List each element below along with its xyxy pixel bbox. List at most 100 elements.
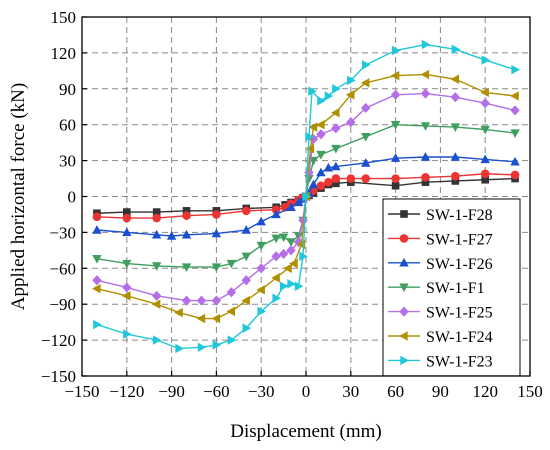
data-point (451, 177, 460, 185)
data-point (451, 171, 460, 181)
data-point (241, 275, 251, 286)
legend: SW-1-F28 SW-1-F27 SW-1-F26 SW-1-F1 SW-1-F25 S… (382, 198, 521, 377)
data-point (480, 98, 490, 109)
data-point (480, 169, 490, 179)
data-point (122, 227, 132, 237)
data-point (92, 212, 102, 222)
data-point (331, 144, 341, 154)
data-point (450, 74, 460, 84)
data-point (510, 156, 520, 166)
legend-marker (399, 283, 409, 293)
data-point (451, 44, 461, 55)
data-point (211, 228, 222, 238)
data-point (420, 88, 431, 99)
data-point (122, 213, 132, 223)
data-point (331, 123, 341, 134)
data-point (226, 306, 236, 317)
legend-label: SW-1-F24 (426, 329, 493, 346)
data-point (211, 295, 222, 306)
data-point (481, 175, 489, 184)
x-tick-label: 90 (432, 382, 449, 401)
data-point (299, 251, 308, 262)
data-point (256, 216, 266, 226)
data-point (323, 162, 334, 172)
data-point (272, 293, 282, 303)
data-point (279, 281, 289, 291)
data-point (226, 287, 237, 298)
data-point (481, 55, 491, 65)
legend-marker (399, 234, 409, 243)
data-point (390, 121, 401, 130)
data-point (510, 105, 520, 116)
data-point (480, 125, 490, 135)
data-point (362, 60, 371, 70)
data-point (346, 174, 356, 183)
x-tick-label: −90 (158, 382, 185, 401)
y-tick-label: 0 (68, 188, 77, 207)
data-point (324, 91, 334, 101)
legend-label: SW-1-F28 (426, 207, 493, 224)
data-point (241, 295, 250, 306)
x-tick-label: −60 (203, 382, 230, 401)
data-point (242, 323, 252, 333)
data-point (361, 174, 371, 183)
data-point (212, 210, 221, 219)
x-axis-title: Displacement (mm) (230, 421, 381, 442)
data-point (197, 342, 207, 352)
data-point (361, 132, 371, 142)
y-tick-label: 30 (59, 152, 76, 171)
data-point (212, 340, 222, 350)
data-point (226, 259, 237, 269)
data-point (331, 161, 341, 171)
data-point (294, 281, 304, 291)
data-point (283, 263, 292, 273)
data-point (122, 259, 132, 269)
legend-label: SW-1-F1 (426, 280, 485, 297)
data-point (241, 252, 251, 262)
data-point (361, 102, 371, 114)
legend-marker (399, 331, 408, 341)
y-tick-label: −150 (41, 367, 76, 386)
data-point (391, 181, 400, 190)
legend-marker (400, 355, 409, 366)
series-layer (92, 39, 520, 354)
data-point (450, 152, 461, 161)
data-point (293, 232, 304, 241)
data-point (332, 179, 340, 188)
data-point (278, 233, 289, 243)
data-point (289, 258, 298, 269)
legend-label: SW-1-F23 (426, 353, 493, 370)
data-point (332, 84, 341, 94)
data-point (420, 152, 431, 161)
data-point (92, 275, 102, 286)
data-point (480, 87, 489, 98)
data-point (256, 285, 265, 295)
data-point (166, 231, 177, 240)
data-point (286, 238, 296, 247)
data-point (510, 170, 520, 180)
x-tick-label: 0 (302, 382, 311, 401)
data-point (151, 229, 162, 239)
legend-label: SW-1-F25 (426, 305, 493, 322)
data-point (174, 307, 183, 318)
data-point (241, 225, 251, 234)
data-point (227, 335, 237, 345)
y-tick-label: −60 (49, 259, 76, 278)
y-tick-label: 90 (59, 80, 76, 99)
data-point (241, 206, 251, 216)
data-point (181, 295, 192, 306)
data-point (287, 279, 296, 289)
data-point (420, 69, 430, 80)
data-point (421, 39, 431, 50)
data-point (450, 92, 461, 103)
data-point (257, 306, 267, 317)
data-point (324, 177, 333, 187)
data-point (152, 213, 161, 223)
data-point (421, 178, 430, 186)
x-tick-label: −30 (248, 382, 275, 401)
data-point (278, 248, 289, 260)
data-point (211, 263, 222, 273)
legend-label: SW-1-F26 (426, 256, 493, 273)
data-point (317, 96, 326, 106)
